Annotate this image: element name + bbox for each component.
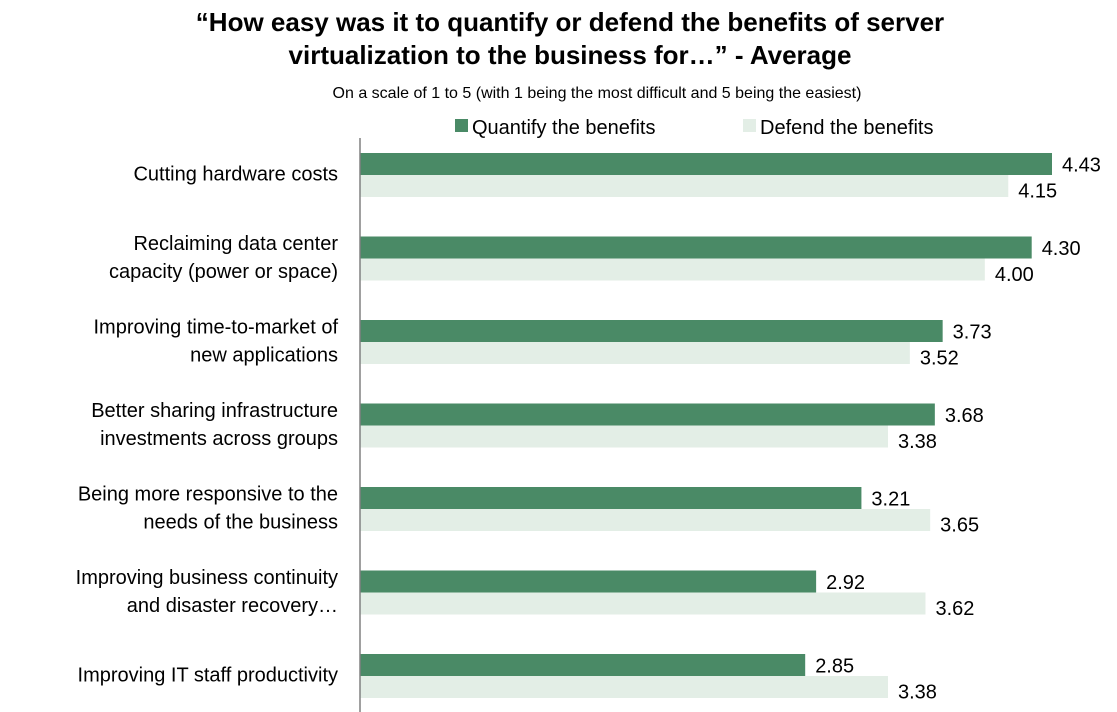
category-group: 3.68 3.38 Better sharing infrastructure inv… — [91, 400, 984, 453]
value-label-quantify: 2.92 — [826, 572, 865, 594]
bar-defend — [360, 342, 910, 364]
bar-quantify — [360, 236, 1032, 259]
category-group: 3.73 3.52 Improving time-to-market of new a… — [93, 316, 991, 369]
legend-quantify: Quantify the benefits — [455, 117, 655, 139]
bar-defend — [360, 175, 1009, 197]
category-label: Better sharing infrastructure investments… — [91, 400, 338, 450]
category-label: Being more responsive to the needs of the… — [78, 483, 338, 533]
value-label-defend: 3.52 — [920, 347, 959, 369]
category-label: Cutting hardware costs — [133, 163, 338, 185]
value-label-quantify: 2.85 — [815, 655, 854, 677]
category-label: Improving business continuity and disaste… — [76, 567, 338, 617]
value-label-defend: 3.65 — [940, 514, 979, 536]
category-group: 2.85 3.38 Improving IT staff productivity — [78, 654, 937, 703]
legend-quantify-label: Quantify the benefits — [472, 117, 655, 139]
bar-quantify — [360, 403, 935, 426]
category-group: 4.434.15 Cutting hardware costs — [133, 153, 1101, 202]
value-label-quantify: 3.73 — [953, 321, 992, 343]
bar-defend — [360, 509, 931, 531]
value-label-quantify: 4.43 — [1062, 154, 1101, 176]
category-group: 2.92 3.62 Improving business continuity and… — [76, 567, 975, 620]
legend-quantify-swatch — [455, 119, 468, 132]
legend-defend-label: Defend the benefits — [760, 117, 933, 139]
chart-subtitle: On a scale of 1 to 5 (with 1 being the m… — [332, 85, 862, 102]
value-label-quantify: 3.68 — [945, 405, 984, 427]
category-group: 3.21 3.65 Being more responsive to the need… — [78, 483, 979, 536]
bar-defend — [360, 258, 985, 281]
bar-quantify — [360, 153, 1052, 175]
legend-defend-swatch — [743, 119, 756, 132]
category-label: Improving IT staff productivity — [78, 664, 338, 686]
value-label-defend: 4.15 — [1018, 180, 1057, 202]
bar-defend — [360, 592, 926, 615]
bar-defend — [360, 425, 888, 448]
bar-quantify — [360, 320, 943, 342]
bar-quantify — [360, 570, 817, 593]
value-label-defend: 3.38 — [898, 431, 937, 453]
value-label-defend: 3.38 — [898, 681, 937, 703]
bar-quantify — [360, 654, 806, 676]
category-label: Reclaiming data center capacity (power or… — [109, 233, 338, 283]
value-label-quantify: 3.21 — [871, 488, 910, 510]
value-label-defend: 4.00 — [995, 264, 1034, 286]
category-label: Improving time-to-market of new applicati… — [93, 316, 338, 366]
chart-title-line-1: “How easy was it to quantify or defend t… — [195, 7, 945, 37]
bar-quantify — [360, 487, 862, 509]
chart-title-line-2: virtualization to the business for…” - A… — [288, 40, 852, 70]
value-label-defend: 3.62 — [935, 598, 974, 620]
chart-title: “How easy was it to quantify or defend t… — [0, 6, 1117, 72]
legend-defend: Defend the benefits — [743, 117, 933, 139]
category-group: 4.30 4.00 Reclaiming data center capacity (… — [109, 233, 1081, 286]
value-label-quantify: 4.30 — [1042, 238, 1081, 260]
bar-defend — [360, 676, 888, 698]
